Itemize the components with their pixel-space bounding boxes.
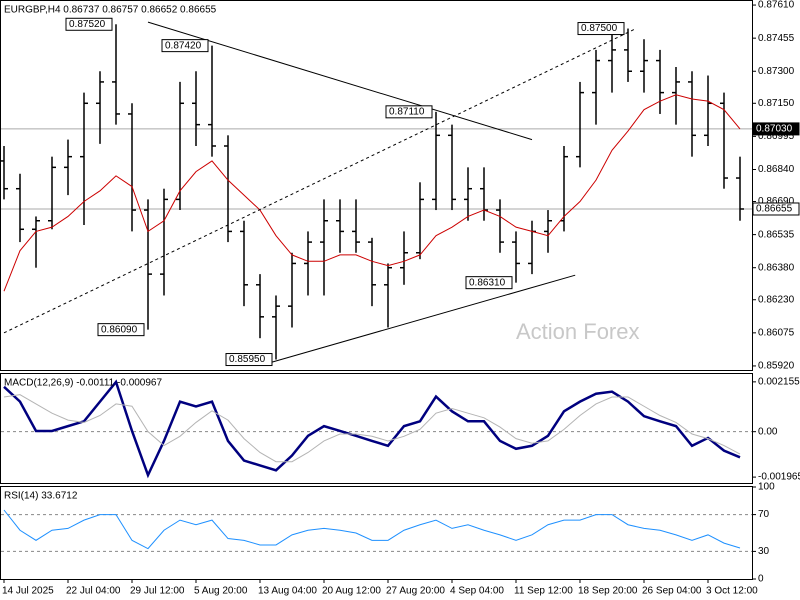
y-tick-label: 0.86535	[758, 229, 795, 240]
annotation-label: 0.87110	[389, 106, 425, 117]
y-tick-label: 0.86230	[758, 294, 795, 305]
annotation-box	[465, 276, 513, 290]
x-tick-label: 20 Aug 12:00	[322, 586, 381, 597]
x-tick-label: 3 Oct 12:00	[706, 586, 758, 597]
y-tick-label: 0	[758, 574, 764, 585]
x-tick-label: 4 Sep 04:00	[450, 586, 504, 597]
annotation-box	[65, 17, 113, 31]
annotation-box	[577, 22, 625, 36]
annotation-box	[225, 353, 273, 367]
annotation-label: 0.85950	[229, 354, 266, 365]
macd-panel	[0, 373, 753, 484]
annotation-label: 0.86090	[101, 324, 138, 335]
panel-title: MACD(12,26,9) -0.00111 -0.000967	[4, 378, 162, 389]
watermark: Action Forex	[516, 319, 640, 344]
series-line	[3, 394, 741, 463]
y-tick-label: 100	[758, 482, 775, 493]
x-tick-label: 22 Jul 04:00	[66, 586, 121, 597]
y-tick-label: 30	[758, 546, 770, 557]
price-label-box	[752, 202, 800, 216]
y-tick-label: 0.00	[758, 426, 778, 437]
y-tick-label: 0.86380	[758, 262, 795, 273]
y-tick-label: 0.87300	[758, 66, 795, 77]
y-tick-label: 0.86995	[758, 131, 795, 142]
x-tick-label: 18 Sep 20:00	[578, 586, 638, 597]
annotation-box	[97, 323, 145, 337]
moving-average	[3, 94, 741, 292]
y-tick-label: 0.86840	[758, 164, 795, 175]
series-line	[3, 509, 741, 550]
annotation-box	[385, 105, 433, 119]
annotation-label: 0.87500	[581, 23, 618, 34]
y-tick-label: 0.002155	[758, 377, 800, 388]
price-panel	[0, 0, 753, 371]
rsi-panel	[0, 486, 753, 580]
panel-title: RSI(14) 33.6712	[4, 491, 78, 502]
y-tick-label: -0.001965	[758, 472, 800, 483]
trendline	[3, 28, 637, 334]
y-tick-label: 0.86075	[758, 327, 795, 338]
x-tick-label: 13 Aug 04:00	[258, 586, 317, 597]
y-tick-label: 0.85920	[758, 361, 795, 372]
x-tick-label: 5 Aug 20:00	[194, 586, 248, 597]
y-tick-label: 0.87455	[758, 33, 795, 44]
price-label-box	[752, 122, 800, 136]
y-tick-label: 0.86690	[758, 196, 795, 207]
panel-title: EURGBP,H4 0.86737 0.86757 0.86652 0.8665…	[4, 5, 217, 16]
x-tick-label: 14 Jul 2025	[2, 586, 54, 597]
annotation-label: 0.86310	[469, 277, 506, 288]
x-tick-label: 11 Sep 12:00	[514, 586, 573, 597]
annotation-label: 0.87520	[69, 19, 106, 30]
price-label: 0.86655	[756, 204, 793, 215]
annotation-label: 0.87420	[165, 40, 202, 51]
x-tick-label: 26 Sep 04:00	[642, 586, 702, 597]
y-tick-label: 0.87610	[758, 0, 795, 11]
trendline	[271, 274, 576, 363]
trendline	[147, 21, 533, 141]
annotation-box	[161, 39, 209, 53]
x-tick-label: 29 Jul 12:00	[130, 586, 185, 597]
y-tick-label: 70	[758, 509, 770, 520]
price-label: 0.87030	[756, 124, 793, 135]
x-tick-label: 27 Aug 20:00	[386, 586, 445, 597]
series-line	[3, 379, 741, 479]
y-tick-label: 0.87150	[758, 98, 795, 109]
